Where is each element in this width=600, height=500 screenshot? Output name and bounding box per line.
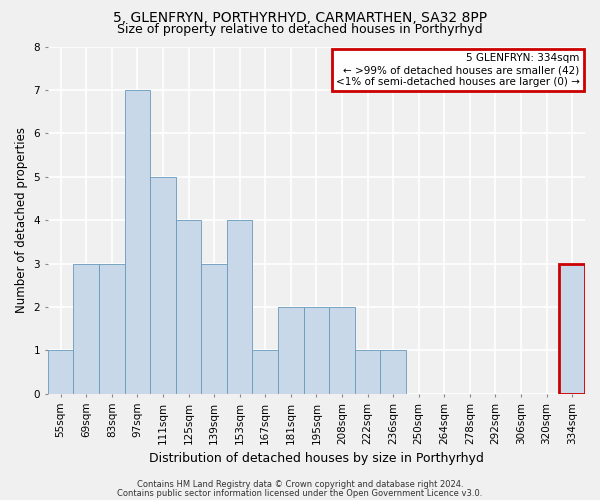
X-axis label: Distribution of detached houses by size in Porthyrhyd: Distribution of detached houses by size … <box>149 452 484 465</box>
Bar <box>176 220 201 394</box>
Text: Contains HM Land Registry data © Crown copyright and database right 2024.: Contains HM Land Registry data © Crown c… <box>137 480 463 489</box>
Bar <box>253 350 278 394</box>
Bar <box>150 177 176 394</box>
Bar <box>201 264 227 394</box>
Bar <box>125 90 150 394</box>
Bar <box>559 264 585 394</box>
Text: 5 GLENFRYN: 334sqm
← >99% of detached houses are smaller (42)
<1% of semi-detach: 5 GLENFRYN: 334sqm ← >99% of detached ho… <box>336 54 580 86</box>
Bar <box>48 350 73 394</box>
Bar <box>380 350 406 394</box>
Bar <box>329 307 355 394</box>
Bar <box>99 264 125 394</box>
Bar <box>304 307 329 394</box>
Text: 5, GLENFRYN, PORTHYRHYD, CARMARTHEN, SA32 8PP: 5, GLENFRYN, PORTHYRHYD, CARMARTHEN, SA3… <box>113 11 487 25</box>
Bar <box>278 307 304 394</box>
Text: Contains public sector information licensed under the Open Government Licence v3: Contains public sector information licen… <box>118 488 482 498</box>
Y-axis label: Number of detached properties: Number of detached properties <box>15 127 28 313</box>
Bar <box>355 350 380 394</box>
Text: Size of property relative to detached houses in Porthyrhyd: Size of property relative to detached ho… <box>117 22 483 36</box>
Bar <box>227 220 253 394</box>
Bar <box>73 264 99 394</box>
